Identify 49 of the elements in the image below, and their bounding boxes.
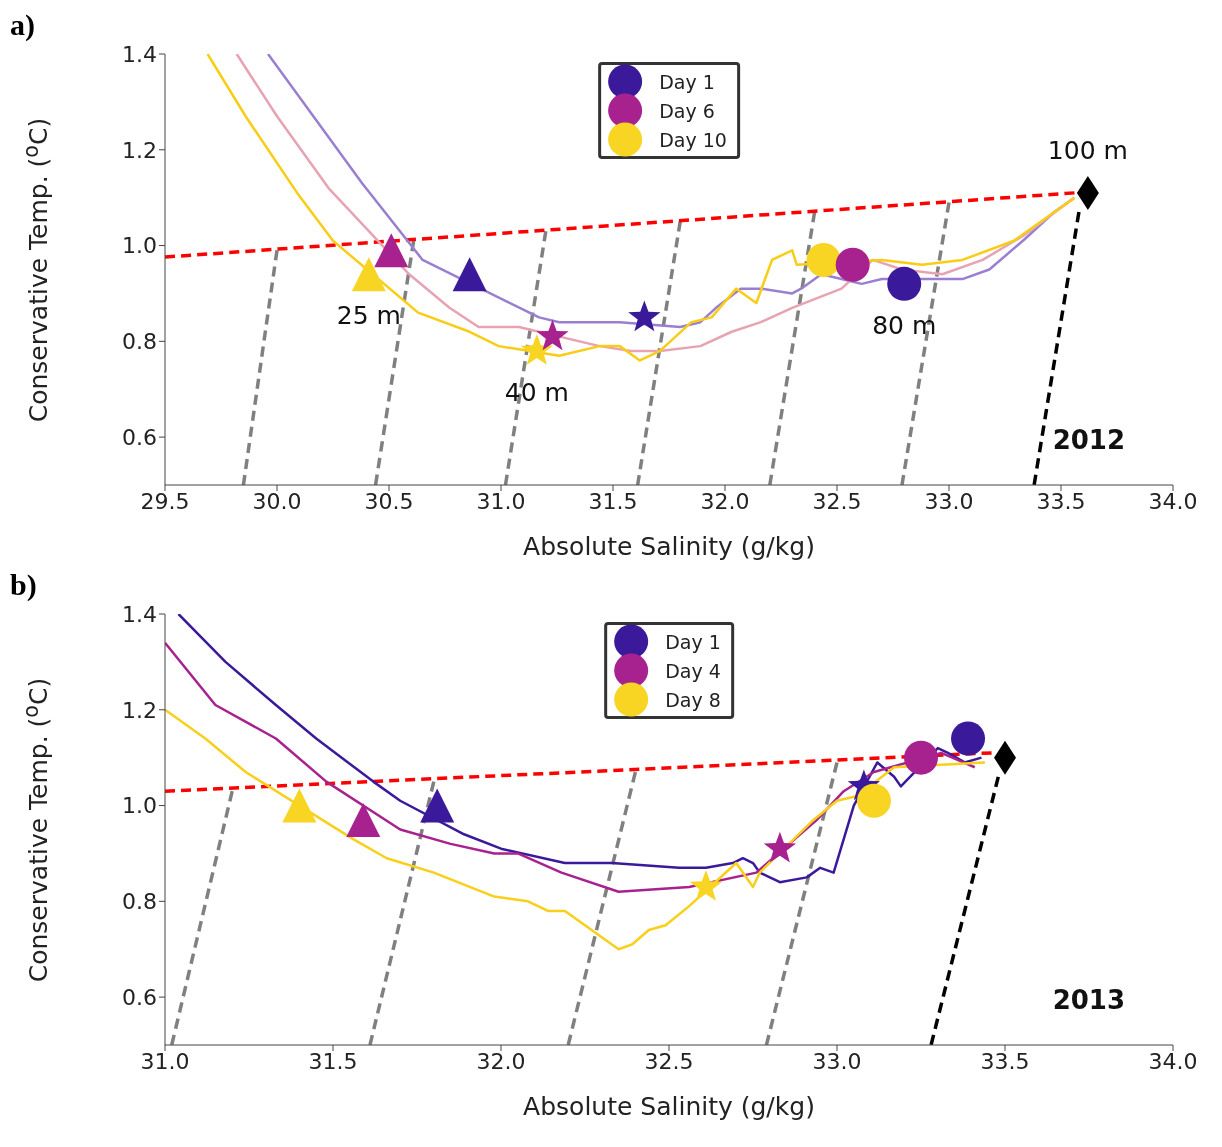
legend-label: Day 6 [659,99,715,122]
x-tick-label: 33.0 [924,488,974,514]
x-axis-title: Absolute Salinity (g/kg) [523,1092,815,1121]
x-tick-label: 34.0 [1148,488,1198,514]
y-tick-label: 1.4 [122,601,157,627]
point [835,247,870,282]
annotation: 80 m [872,310,937,340]
x-tick-label: 33.5 [1036,488,1086,514]
point [904,740,938,775]
annotation: 2013 [1052,985,1125,1015]
x-tick-label: 32.0 [476,1048,526,1074]
x-tick-label: 32.5 [644,1048,694,1074]
x-tick-label: 30.5 [364,488,414,514]
chart-title: b) [9,568,38,602]
x-tick-label: 32.5 [812,488,862,514]
x-tick-label: 31.5 [308,1048,358,1074]
x-tick-label: 34.0 [1148,1048,1198,1074]
point [856,783,891,818]
point [887,266,922,301]
legend-label: Day 10 [659,128,727,151]
x-tick-label: 31.0 [476,488,526,514]
y-tick-label: 1.0 [122,233,157,259]
x-tick-label: 31.0 [140,1048,190,1074]
x-tick-label: 33.5 [980,1048,1030,1074]
annotation: 2012 [1052,425,1125,455]
point [806,242,841,277]
annotation: 100 m [1047,135,1128,165]
legend-label: Day 4 [665,659,721,682]
x-tick-label: 32.0 [700,488,750,514]
annotation: 25 m [336,301,401,331]
chart-title: a) [9,8,36,42]
x-tick-label: 33.0 [812,1048,862,1074]
y-tick-label: 1.4 [122,41,157,67]
y-tick-label: 0.6 [122,424,157,450]
legend-label: Day 1 [665,630,721,653]
y-tick-label: 1.0 [122,793,157,819]
y-tick-label: 1.2 [122,137,157,163]
legend-label: Day 8 [665,688,721,711]
y-tick-label: 1.2 [122,697,157,723]
x-tick-label: 30.0 [252,488,302,514]
point [951,721,986,756]
legend-label: Day 1 [659,70,715,93]
annotation: 40 m [504,377,569,407]
x-tick-label: 29.5 [140,488,190,514]
x-tick-label: 31.5 [588,488,638,514]
y-tick-label: 0.6 [122,984,157,1010]
y-tick-label: 0.8 [122,329,157,355]
x-axis-title: Absolute Salinity (g/kg) [523,532,815,561]
y-tick-label: 0.8 [122,889,157,915]
